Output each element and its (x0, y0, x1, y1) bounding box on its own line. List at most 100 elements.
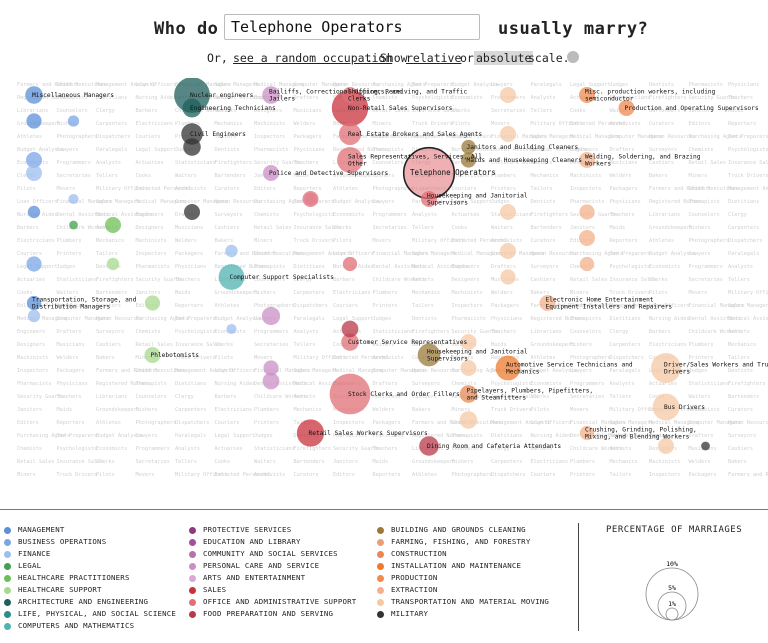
legend-item[interactable]: LIFE, PHYSICAL, AND SOCIAL SCIENCE (4, 608, 176, 620)
legend-item[interactable]: ARTS AND ENTERTAINMENT (189, 572, 356, 584)
absolute-scale-button[interactable]: absolute (474, 51, 534, 65)
bubble[interactable] (579, 152, 595, 168)
bubble[interactable] (67, 115, 80, 127)
legend-item[interactable]: FARMING, FISHING, AND FORESTRY (377, 536, 549, 548)
bubble[interactable] (337, 147, 363, 173)
bubble[interactable] (302, 191, 319, 207)
bubble[interactable] (419, 436, 439, 456)
bubble[interactable] (25, 86, 43, 104)
bubble[interactable] (652, 393, 680, 421)
info-icon[interactable] (567, 51, 579, 63)
bubble[interactable] (182, 98, 202, 118)
bubble[interactable] (500, 126, 516, 142)
bubble[interactable] (263, 360, 279, 376)
bubble[interactable] (460, 334, 477, 350)
bubble[interactable] (181, 123, 203, 145)
bubble[interactable] (459, 385, 478, 403)
bubble[interactable] (26, 165, 42, 181)
bubble[interactable] (144, 295, 161, 311)
bubble[interactable] (579, 87, 595, 103)
legend-item[interactable]: TRANSPORTATION AND MATERIAL MOVING (377, 596, 549, 608)
legend-item[interactable]: ARCHITECTURE AND ENGINEERING (4, 596, 176, 608)
bubble[interactable] (579, 204, 595, 220)
bubble[interactable] (417, 343, 441, 367)
bubble[interactable] (500, 243, 516, 259)
legend-item[interactable]: BUSINESS OPERATIONS (4, 536, 176, 548)
bubble[interactable] (341, 333, 359, 351)
bubble[interactable] (26, 295, 42, 311)
bubble[interactable] (579, 256, 595, 272)
bubble[interactable] (460, 360, 477, 376)
bubble[interactable] (461, 139, 476, 155)
bubble[interactable] (26, 152, 42, 168)
background-label: Engineers (136, 212, 164, 218)
bubble[interactable] (68, 193, 79, 205)
bubble[interactable] (225, 244, 238, 258)
legend-item[interactable]: MILITARY (377, 608, 549, 620)
random-occupation-link[interactable]: see a random occupation (233, 51, 393, 65)
legend-item[interactable]: FINANCE (4, 548, 176, 560)
bubble[interactable] (500, 87, 516, 103)
legend-item[interactable]: BUILDING AND GROUNDS CLEANING (377, 524, 549, 536)
bubble[interactable] (184, 204, 200, 220)
bubble[interactable] (500, 269, 516, 285)
legend-item[interactable]: INSTALLATION AND MAINTENANCE (377, 560, 549, 572)
bubble[interactable] (69, 220, 78, 230)
bubble[interactable] (500, 204, 516, 220)
legend-item[interactable]: COMMUNITY AND SOCIAL SERVICES (189, 548, 356, 560)
bubble[interactable] (459, 411, 478, 429)
legend-item[interactable]: MANAGEMENT (4, 524, 176, 536)
legend-item[interactable]: OFFICE AND ADMINISTRATIVE SUPPORT (189, 596, 356, 608)
bubble[interactable] (106, 257, 120, 271)
bubble[interactable] (651, 353, 681, 383)
legend-item[interactable]: PRODUCTION (377, 572, 549, 584)
legend-item[interactable]: COMPUTERS AND MATHEMATICS (4, 620, 176, 632)
bubble[interactable] (579, 425, 595, 441)
bubble[interactable] (174, 78, 210, 113)
background-label: Janitors (570, 225, 595, 231)
background-label: Human Resources (649, 134, 696, 140)
legend-item[interactable]: PROTECTIVE SERVICES (189, 524, 356, 536)
bubble[interactable] (27, 309, 41, 323)
bubble[interactable] (226, 323, 237, 335)
bubble[interactable] (658, 438, 674, 454)
bubble[interactable] (183, 138, 201, 156)
bubble[interactable] (105, 217, 121, 233)
bubble[interactable] (263, 165, 279, 181)
bubble[interactable] (261, 306, 281, 326)
bubble[interactable] (144, 347, 161, 363)
bubble[interactable] (342, 256, 358, 272)
legend-item[interactable]: FOOD PREPARATION AND SERVING (189, 608, 356, 620)
bubble[interactable] (331, 89, 369, 127)
occupation-input[interactable] (224, 14, 480, 40)
bubble[interactable] (495, 355, 521, 381)
legend-item[interactable]: HEALTHCARE PRACTITIONERS (4, 572, 176, 584)
bubble[interactable] (341, 320, 359, 338)
bubble[interactable] (218, 264, 245, 290)
bubble[interactable] (26, 113, 42, 129)
bubble[interactable] (262, 86, 280, 104)
background-label: Actuaries (452, 212, 480, 218)
bubble[interactable] (579, 230, 595, 246)
bubble[interactable] (262, 372, 280, 390)
legend-item[interactable]: CONSTRUCTION (377, 548, 549, 560)
bubble[interactable] (421, 191, 437, 207)
bubble[interactable] (618, 100, 635, 116)
background-label: Legal Support (333, 316, 374, 322)
bubble[interactable] (701, 441, 710, 451)
legend-item[interactable]: EXTRACTION (377, 584, 549, 596)
bubble[interactable] (460, 152, 477, 168)
bubble[interactable] (539, 295, 556, 311)
bubble[interactable] (342, 87, 358, 103)
legend-item[interactable]: EDUCATION AND LIBRARY (189, 536, 356, 548)
bubble[interactable] (27, 205, 41, 219)
relative-scale-link[interactable]: relative (406, 51, 462, 65)
bubble[interactable] (329, 373, 371, 415)
bubble[interactable] (296, 419, 325, 447)
bubble[interactable] (26, 256, 42, 272)
bubble[interactable] (338, 122, 362, 146)
legend-item[interactable]: LEGAL (4, 560, 176, 572)
legend-item[interactable]: PERSONAL CARE AND SERVICE (189, 560, 356, 572)
legend-item[interactable]: SALES (189, 584, 356, 596)
legend-item[interactable]: HEALTHCARE SUPPORT (4, 584, 176, 596)
